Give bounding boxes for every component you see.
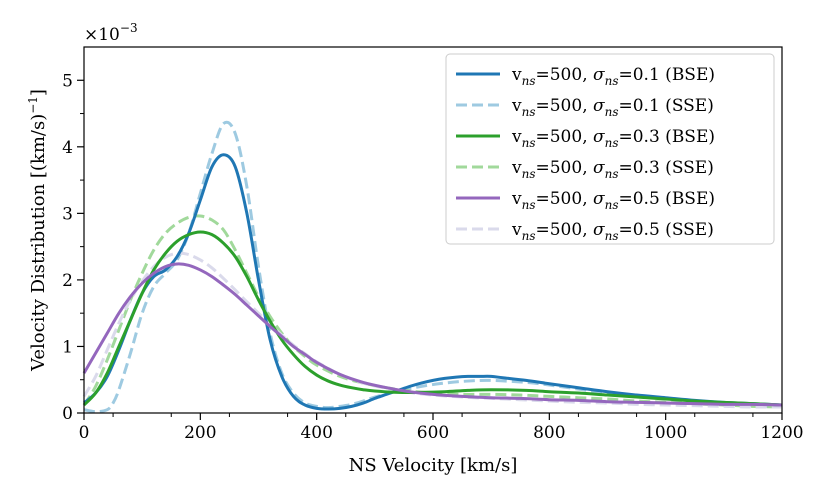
y-axis-title: Velocity Distribution [(km/s)−1] [26,89,49,372]
legend: vns=500, σns=0.1 (BSE) vns=500, σns=0.1 (… [445,53,775,245]
x-axis-title: NS Velocity [km/s] [349,455,518,476]
y-tick-label: 4 [62,138,73,158]
y-axis: 0 1 2 3 4 5 [62,71,84,424]
y-tick-label: 1 [62,337,73,357]
y-tick-label: 0 [62,404,73,424]
legend-frame [445,53,775,245]
legend-label-3: vns=500, σns=0.3 (BSE) [511,127,715,150]
y-scale-label: ×10−3 [84,21,138,45]
y-scale-exponent: −3 [120,21,138,35]
legend-label-5: vns=500, σns=0.5 (BSE) [511,189,715,212]
series-line-4 [82,214,783,409]
legend-label-6: vns=500, σns=0.5 (SSE) [511,220,714,243]
y-tick-label: 5 [62,71,73,91]
series-line-5 [82,262,783,407]
x-tick-label: 600 [417,423,449,443]
series-line-1 [83,153,783,411]
legend-label-1: vns=500, σns=0.1 (BSE) [511,65,715,88]
x-tick-label: 0 [79,423,90,443]
legend-label-2: vns=500, σns=0.1 (SSE) [511,96,714,119]
series-layer [82,120,783,414]
y-axis-title-tail: ] [28,89,49,96]
y-axis-title-exponent: −1 [26,96,40,114]
x-axis: 0 200 400 600 800 1000 1200 [79,413,804,443]
y-tick-label: 2 [62,271,73,291]
y-tick-label: 3 [62,204,73,224]
legend-label-4: vns=500, σns=0.3 (SSE) [511,158,714,181]
series-line-3 [82,230,783,407]
x-tick-label: 1200 [760,423,803,443]
x-tick-label: 1000 [644,423,687,443]
x-tick-label: 200 [184,423,216,443]
x-tick-label: 400 [300,423,332,443]
x-tick-label: 800 [533,423,565,443]
